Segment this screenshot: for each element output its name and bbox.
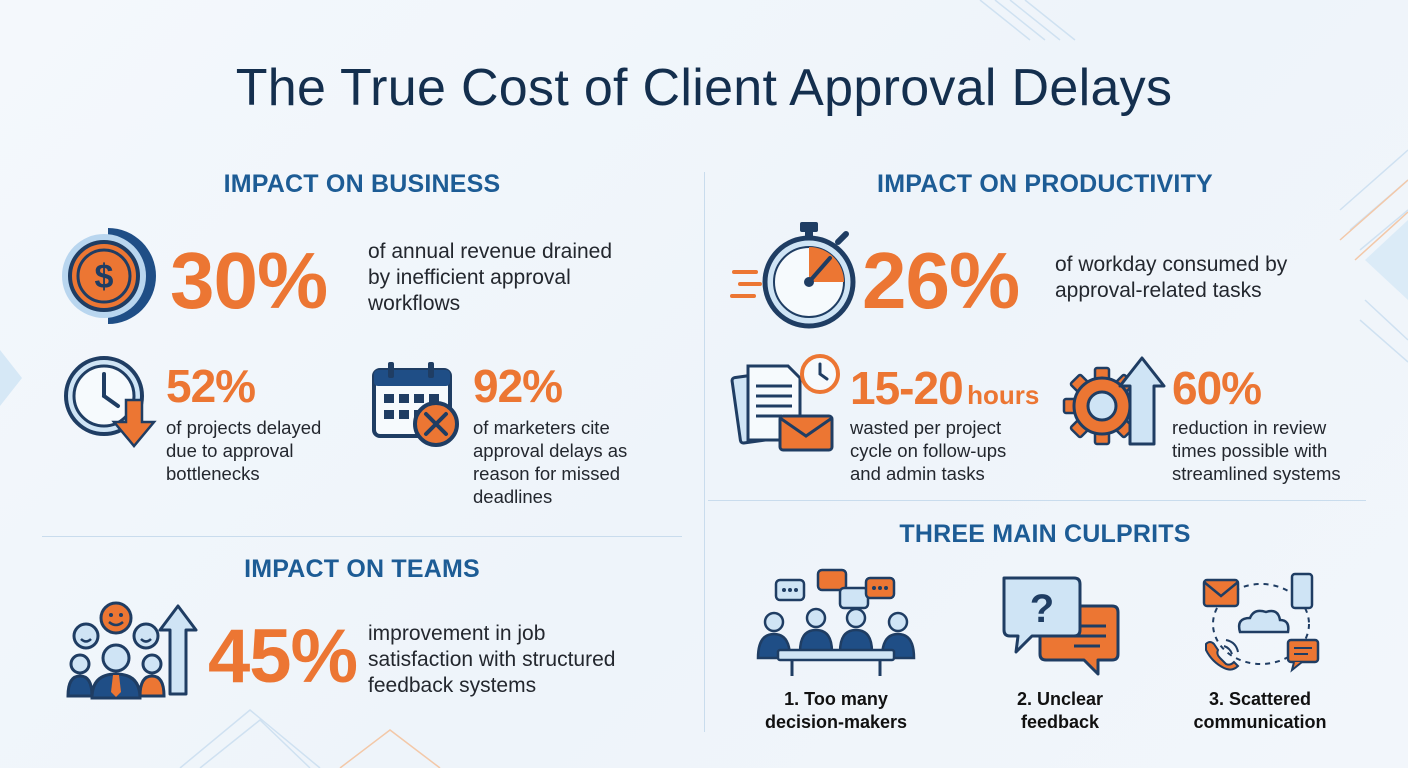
stopwatch-icon bbox=[730, 222, 856, 329]
productivity-stat2-text: wasted per project cycle on follow-ups a… bbox=[850, 417, 1007, 484]
productivity-stat3-value: 60% bbox=[1172, 362, 1262, 414]
gear-up-arrow-icon bbox=[1062, 356, 1166, 446]
productivity-stat1-value: 26% bbox=[862, 236, 1020, 325]
team-up-arrow-icon bbox=[66, 601, 198, 700]
scattered-channels-icon bbox=[1202, 572, 1320, 673]
divider-business-teams bbox=[42, 536, 682, 537]
culprit-1-label: 1. Too many decision-makers bbox=[764, 689, 908, 732]
svg-text:$: $ bbox=[95, 258, 114, 296]
culprits-heading: THREE MAIN CULPRITS bbox=[899, 520, 1191, 548]
teams-stat-value: 45% bbox=[208, 614, 358, 699]
productivity-stat2-value: 15-20 bbox=[850, 362, 964, 414]
business-stat3-text: of marketers cite approval delays as rea… bbox=[473, 417, 628, 507]
vertical-divider bbox=[704, 172, 705, 732]
divider-productivity-culprits bbox=[708, 500, 1366, 501]
business-stat3-value: 92% bbox=[473, 360, 563, 412]
culprit-2-label: 2. Unclear feedback bbox=[1016, 689, 1104, 732]
productivity-stat1-text: of workday consumed by approval-related … bbox=[1055, 253, 1288, 302]
business-heading: IMPACT ON BUSINESS bbox=[223, 170, 501, 198]
productivity-stat3-text: reduction in review times possible with … bbox=[1172, 417, 1341, 484]
documents-mail-icon bbox=[730, 354, 840, 452]
business-stat2-value: 52% bbox=[166, 360, 256, 412]
meeting-people-icon bbox=[756, 568, 916, 676]
dollar-coin-icon: $ bbox=[62, 228, 156, 324]
calendar-cancel-icon bbox=[372, 362, 459, 447]
productivity-stat2-value-group: 15-20 hours bbox=[850, 362, 1039, 414]
question-bubble-icon: ? bbox=[1002, 576, 1120, 676]
business-stat2-text: of projects delayed due to approval bott… bbox=[166, 417, 322, 484]
productivity-heading: IMPACT ON PRODUCTIVITY bbox=[877, 170, 1213, 198]
svg-text:?: ? bbox=[1030, 587, 1054, 631]
clock-down-arrow-icon bbox=[64, 356, 157, 448]
teams-stat-text: improvement in job satisfaction with str… bbox=[368, 622, 616, 697]
culprit-3-label: 3. Scattered communication bbox=[1193, 689, 1327, 732]
productivity-stat2-unit: hours bbox=[967, 380, 1040, 410]
teams-heading: IMPACT ON TEAMS bbox=[244, 555, 480, 583]
business-stat1-value: 30% bbox=[170, 236, 328, 325]
business-stat1-text: of annual revenue drained by inefficient… bbox=[368, 240, 613, 315]
page-title: The True Cost of Client Approval Delays bbox=[235, 59, 1173, 117]
